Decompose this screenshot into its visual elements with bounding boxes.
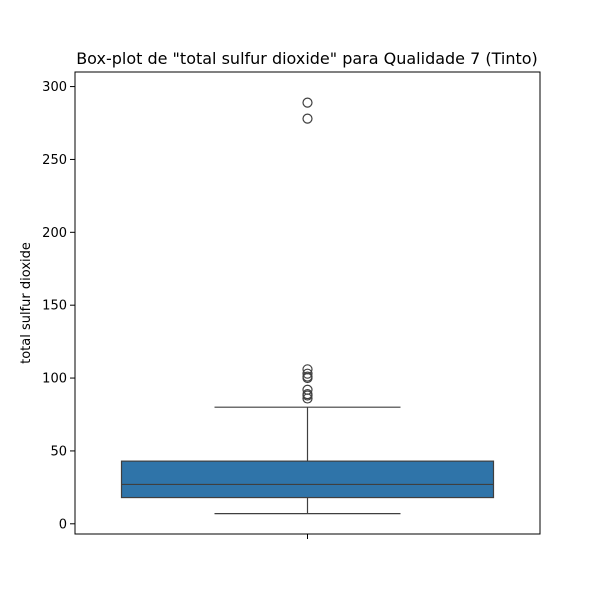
y-axis-label: total sulfur dioxide	[19, 242, 34, 364]
outlier-point	[302, 97, 313, 108]
plot-area	[120, 97, 495, 515]
y-axis: 0 50 100 150 200 250 300	[42, 80, 75, 532]
y-tick-label: 300	[42, 80, 67, 95]
y-tick-label: 200	[42, 226, 67, 241]
box-iqr	[120, 460, 495, 499]
y-tick-label: 0	[59, 517, 67, 532]
outlier-point	[302, 364, 313, 375]
outlier-point	[302, 368, 313, 379]
chart-title: Box-plot de "total sulfur dioxide" para …	[76, 49, 538, 68]
y-tick-label: 250	[42, 153, 67, 168]
outlier-point	[302, 371, 313, 382]
y-tick-label: 50	[50, 444, 67, 459]
y-tick-label: 150	[42, 299, 67, 314]
y-tick-label: 100	[42, 372, 67, 387]
outlier-point	[302, 113, 313, 124]
outlier-point	[302, 388, 313, 400]
outlier-point	[302, 384, 313, 395]
